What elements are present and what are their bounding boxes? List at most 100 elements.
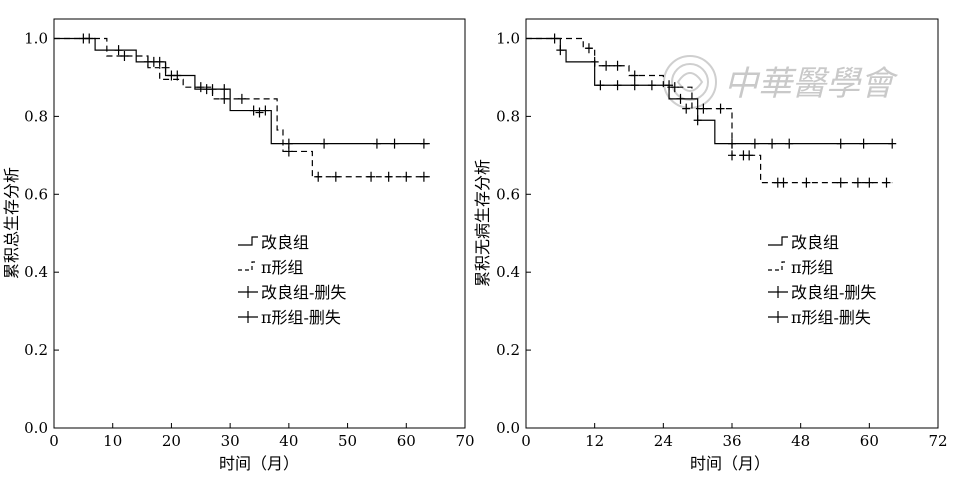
survival-chart-overall: 0 10 20 30 40 50 60 70 0.0 0.2 0.4 0.6 0.8 1.0 改良组 π形组… <box>2 18 475 473</box>
y-tick-label: 0.6 <box>496 185 520 203</box>
legend-step-symbol <box>768 236 788 246</box>
censor-mark-modified <box>630 80 639 91</box>
censor-mark-pi <box>419 171 428 182</box>
censor-mark-pi <box>836 177 845 188</box>
legend-plus-symbol <box>238 286 258 298</box>
censor-mark-pi <box>779 177 788 188</box>
censor-mark-pi <box>367 171 376 182</box>
censor-mark-pi <box>716 103 725 114</box>
y-tick-label: 0.8 <box>24 107 48 125</box>
legend-label: 改良组-删失 <box>261 283 346 302</box>
legend-item: 改良组 <box>238 233 309 252</box>
censor-mark-pi <box>699 103 708 114</box>
legend-label: π形组-删失 <box>261 308 341 327</box>
censor-mark-pi <box>314 171 323 182</box>
censor-mark-modified <box>750 138 759 149</box>
censor-mark-modified <box>647 80 656 91</box>
y-tick-label: 1.0 <box>24 29 48 47</box>
y-tick-label: 0.6 <box>24 185 48 203</box>
legend-item: π形组 <box>238 258 304 277</box>
censor-mark-pi <box>220 93 229 104</box>
survival-chart-disease-free: 0 12 24 36 48 60 72 0.0 0.2 0.4 0.6 0.8 1.0 改良组 π形组改良… <box>473 18 948 473</box>
censor-mark-pi <box>196 82 205 93</box>
censor-mark-pi <box>630 70 639 81</box>
legend-plus-symbol <box>768 286 788 298</box>
x-tick-label: 50 <box>338 432 357 450</box>
censor-mark-pi <box>237 93 246 104</box>
legend-plus-symbol <box>238 311 258 323</box>
censor-mark-modified <box>676 93 685 104</box>
legend-label: π形组 <box>791 258 834 277</box>
x-axis-title: 时间（月） <box>219 454 299 473</box>
censor-mark-modified <box>859 138 868 149</box>
censor-mark-pi <box>853 177 862 188</box>
legend-step-symbol <box>238 261 258 271</box>
survival-curve-pi <box>526 37 893 184</box>
censor-mark-pi <box>79 33 88 44</box>
x-tick-label: 30 <box>221 432 240 450</box>
plot-frame <box>53 18 466 429</box>
censor-mark-pi <box>802 177 811 188</box>
plot-marks <box>54 33 430 182</box>
censor-mark-modified <box>390 138 399 149</box>
y-tick-label: 0.4 <box>496 263 520 281</box>
censor-mark-pi <box>584 43 593 54</box>
censor-mark-pi <box>284 146 293 157</box>
censor-mark-pi <box>331 171 340 182</box>
censor-mark-modified <box>261 105 270 116</box>
censor-mark-modified <box>220 84 229 95</box>
legend-item: 改良组-删失 <box>768 283 876 302</box>
x-tick-label: 0 <box>521 432 531 450</box>
x-tick-label: 10 <box>103 432 122 450</box>
x-tick-label: 36 <box>722 432 741 450</box>
survival-curve-modified <box>54 37 430 145</box>
censor-mark-modified <box>836 138 845 149</box>
x-tick-label: 48 <box>791 432 810 450</box>
survival-curve-pi <box>54 37 430 178</box>
x-tick-label: 40 <box>279 432 298 450</box>
x-tick-label: 60 <box>397 432 416 450</box>
legend-label: 改良组-删失 <box>791 283 876 302</box>
y-tick-label: 1.0 <box>496 29 520 47</box>
y-tick-label: 0.2 <box>496 341 520 359</box>
censor-mark-pi <box>682 103 691 114</box>
x-tick-label: 20 <box>162 432 181 450</box>
legend-label: 改良组 <box>791 233 839 252</box>
axis-ticks: 0 12 24 36 48 60 72 0.0 0.2 0.4 0.6 0.8 1.0 <box>496 29 947 450</box>
legend-label: π形组-删失 <box>791 308 871 327</box>
censor-mark-modified <box>249 105 258 116</box>
legend-item: π形组 <box>768 258 834 277</box>
censor-mark-modified <box>320 138 329 149</box>
censor-mark-pi <box>613 60 622 71</box>
legend-item: 改良组 <box>768 233 839 252</box>
y-tick-label: 0.4 <box>24 263 48 281</box>
censor-mark-modified <box>768 138 777 149</box>
x-tick-label: 72 <box>928 432 947 450</box>
axis-ticks: 0 10 20 30 40 50 60 70 0.0 0.2 0.4 0.6 0.8 1.0 <box>24 29 474 450</box>
plot-marks <box>526 33 897 188</box>
x-axis-title: 时间（月） <box>690 454 770 473</box>
censor-mark-modified <box>155 56 164 67</box>
censor-mark-pi <box>745 150 754 161</box>
legend-item: π形组-删失 <box>238 308 341 327</box>
watermark-seal-icon <box>663 55 717 109</box>
censor-mark-modified <box>372 138 381 149</box>
censor-mark-pi <box>550 33 559 44</box>
censor-mark-pi <box>602 60 611 71</box>
censor-mark-pi <box>255 107 264 118</box>
censor-mark-pi <box>865 177 874 188</box>
censor-mark-pi <box>120 51 129 62</box>
censor-mark-pi <box>882 177 891 188</box>
watermark: 中華醫學會 <box>663 55 899 109</box>
censor-mark-modified <box>693 115 702 126</box>
x-tick-label: 24 <box>654 432 673 450</box>
legend-step-symbol <box>238 236 258 246</box>
x-tick-label: 12 <box>585 432 604 450</box>
y-tick-label: 0.2 <box>24 341 48 359</box>
legend-plus-symbol <box>768 311 788 323</box>
censor-mark-modified <box>613 80 622 91</box>
y-tick-label: 0.0 <box>24 419 48 437</box>
censor-mark-pi <box>728 150 736 161</box>
